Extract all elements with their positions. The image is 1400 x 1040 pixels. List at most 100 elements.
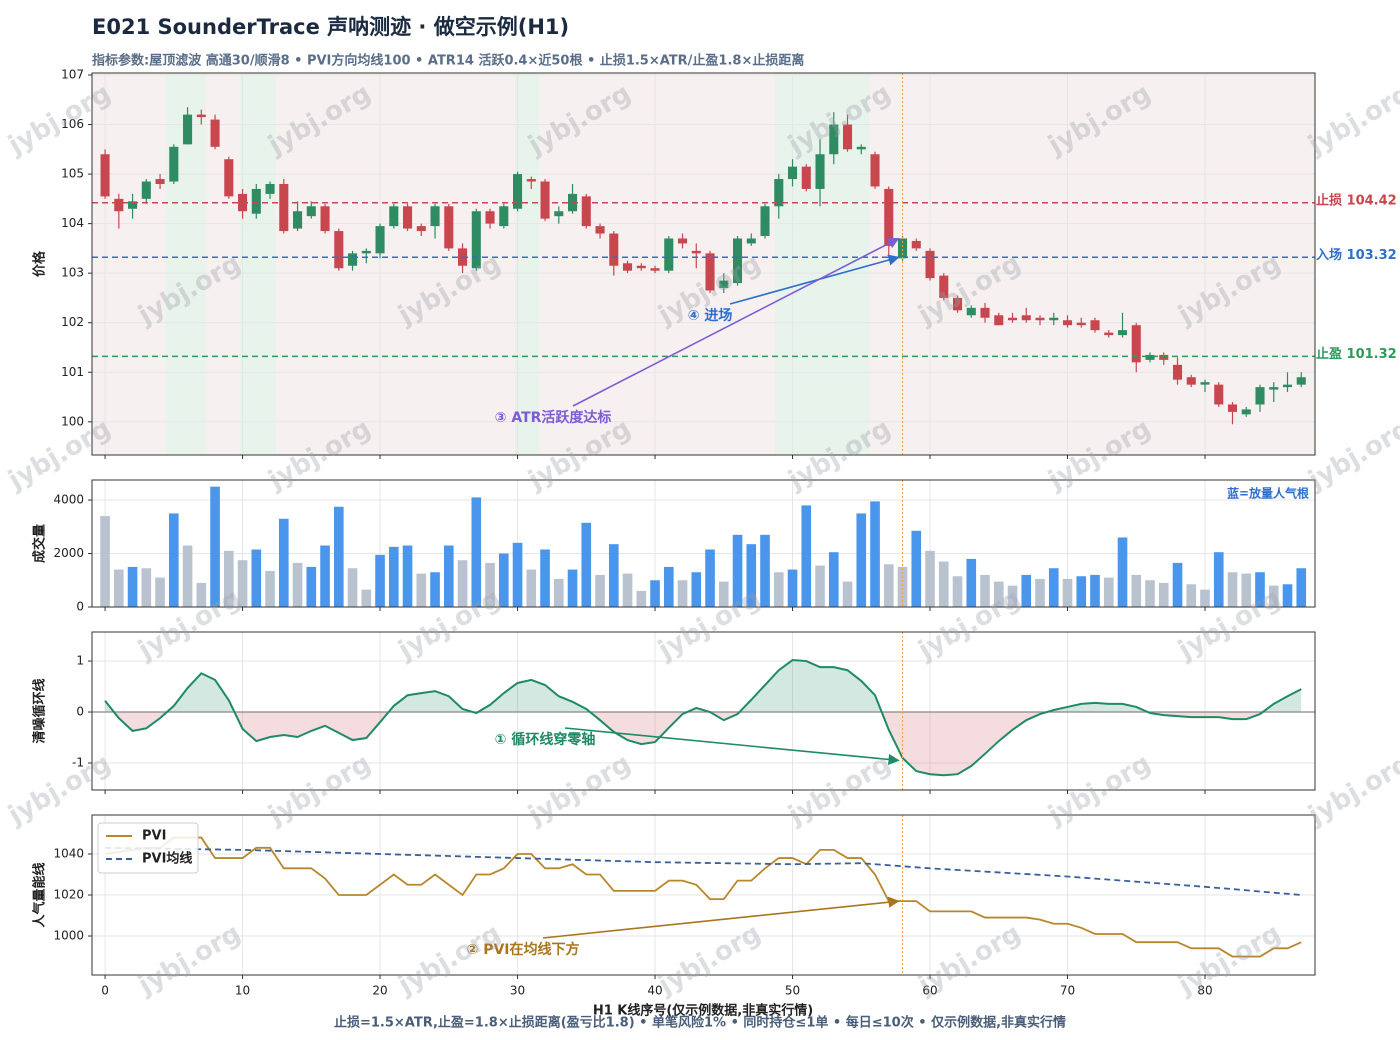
volume-bar <box>925 550 935 607</box>
volume-bar <box>471 497 482 607</box>
volume-bar <box>1282 584 1293 607</box>
volume-bar <box>182 545 193 607</box>
watermark: jybj.org <box>1303 78 1400 161</box>
candle-body <box>939 275 949 298</box>
candle-body <box>526 179 536 182</box>
candle-body <box>1131 325 1141 363</box>
candle-body <box>897 238 908 259</box>
y-tick-label: 2000 <box>53 546 84 560</box>
volume-bar <box>787 569 798 607</box>
candle-body <box>1227 404 1238 412</box>
volume-bar <box>911 530 922 607</box>
volume-bar <box>581 522 592 607</box>
volume-bar <box>760 534 770 607</box>
volume-bar <box>498 553 509 607</box>
volume-bar <box>1048 568 1059 607</box>
y-tick-label: 1020 <box>53 888 84 902</box>
candle-body <box>471 211 481 269</box>
candle-body <box>636 265 646 269</box>
volume-bar <box>691 572 702 607</box>
volume-bar <box>430 572 440 607</box>
x-tick-label: 20 <box>372 984 387 998</box>
candle-body <box>155 179 165 184</box>
candle-body <box>306 206 316 217</box>
volume-bar <box>883 564 894 607</box>
candle-body <box>403 206 413 229</box>
volume-bar <box>1103 577 1114 607</box>
watermark: jybj.org <box>133 918 246 1001</box>
candle-body <box>1200 382 1210 385</box>
candle-body <box>210 119 220 147</box>
x-tick-label: 60 <box>922 984 937 998</box>
volume-bar <box>870 501 880 607</box>
candle-body <box>279 183 289 232</box>
candle-body <box>746 238 756 244</box>
candle-body <box>224 159 234 197</box>
active-band <box>239 73 276 455</box>
volume-bar <box>526 569 537 607</box>
plot-frame <box>91 814 1316 976</box>
candle-body <box>732 238 743 284</box>
plot-frame <box>91 72 1316 456</box>
volume-bar <box>223 550 234 607</box>
y-tick-label: 100 <box>61 414 84 428</box>
active-band <box>514 73 540 455</box>
volume-bar <box>938 561 949 607</box>
volume-bar <box>347 568 358 607</box>
plot-background <box>92 73 1315 455</box>
chart-subtitle: 指标参数:屋顶滤波 高通30/顺滑8 • PVI方向均线100 • ATR14 … <box>92 53 804 69</box>
x-tick-label: 50 <box>785 984 800 998</box>
candle-body <box>540 181 550 219</box>
candle-body <box>829 124 839 155</box>
y-tick-label: 105 <box>61 167 84 181</box>
volume-bar <box>168 513 179 607</box>
volume-bar <box>1200 589 1210 607</box>
y-tick-label: 1 <box>76 654 84 668</box>
candle-body <box>1172 364 1183 380</box>
volume-bar <box>320 545 330 607</box>
candle-body <box>444 206 454 249</box>
volume-bar <box>1090 574 1100 607</box>
volume-bar <box>265 570 275 607</box>
volume-bar <box>443 545 454 607</box>
candle-body <box>870 154 880 187</box>
negative-area <box>113 712 1263 776</box>
candle-body <box>1090 320 1100 331</box>
x-tick-label: 0 <box>101 984 109 998</box>
volume-bar <box>595 574 605 607</box>
volume-bar <box>485 562 495 607</box>
y-tick-label: 4000 <box>53 493 84 507</box>
annotation-arrow <box>542 896 900 939</box>
annotation-arrow <box>729 254 900 305</box>
y-tick-label: -1 <box>72 755 84 769</box>
candle-body <box>650 268 660 271</box>
y-axis-label: 人气量能线 <box>32 862 48 927</box>
candle-body <box>1035 317 1045 321</box>
volume-bar <box>705 549 715 607</box>
annotation-arrow <box>572 237 900 407</box>
annotation-text: ③ ATR活跃度达标 <box>495 409 612 426</box>
candle-body <box>581 196 591 227</box>
x-tick-label: 70 <box>1060 984 1075 998</box>
active-band <box>774 73 870 455</box>
candle-body <box>114 198 124 212</box>
x-tick-label: 80 <box>1197 984 1212 998</box>
x-tick-label: 30 <box>510 984 525 998</box>
volume-bar <box>567 569 578 607</box>
volume-bar <box>842 581 853 607</box>
volume-bar <box>966 558 977 607</box>
volume-bar <box>457 560 468 607</box>
candle-body <box>251 188 261 214</box>
candle-body <box>911 240 921 249</box>
volume-bar <box>1268 585 1279 607</box>
candle-body <box>416 226 426 232</box>
volume-bar <box>292 562 303 607</box>
candle-body <box>293 211 303 229</box>
annotation-arrow <box>564 727 900 766</box>
y-tick-label: 103 <box>61 266 84 280</box>
candle-body <box>980 307 990 318</box>
watermark: jybj.org <box>1303 413 1400 496</box>
candle-body <box>1104 332 1114 336</box>
volume-bar <box>1145 580 1155 607</box>
